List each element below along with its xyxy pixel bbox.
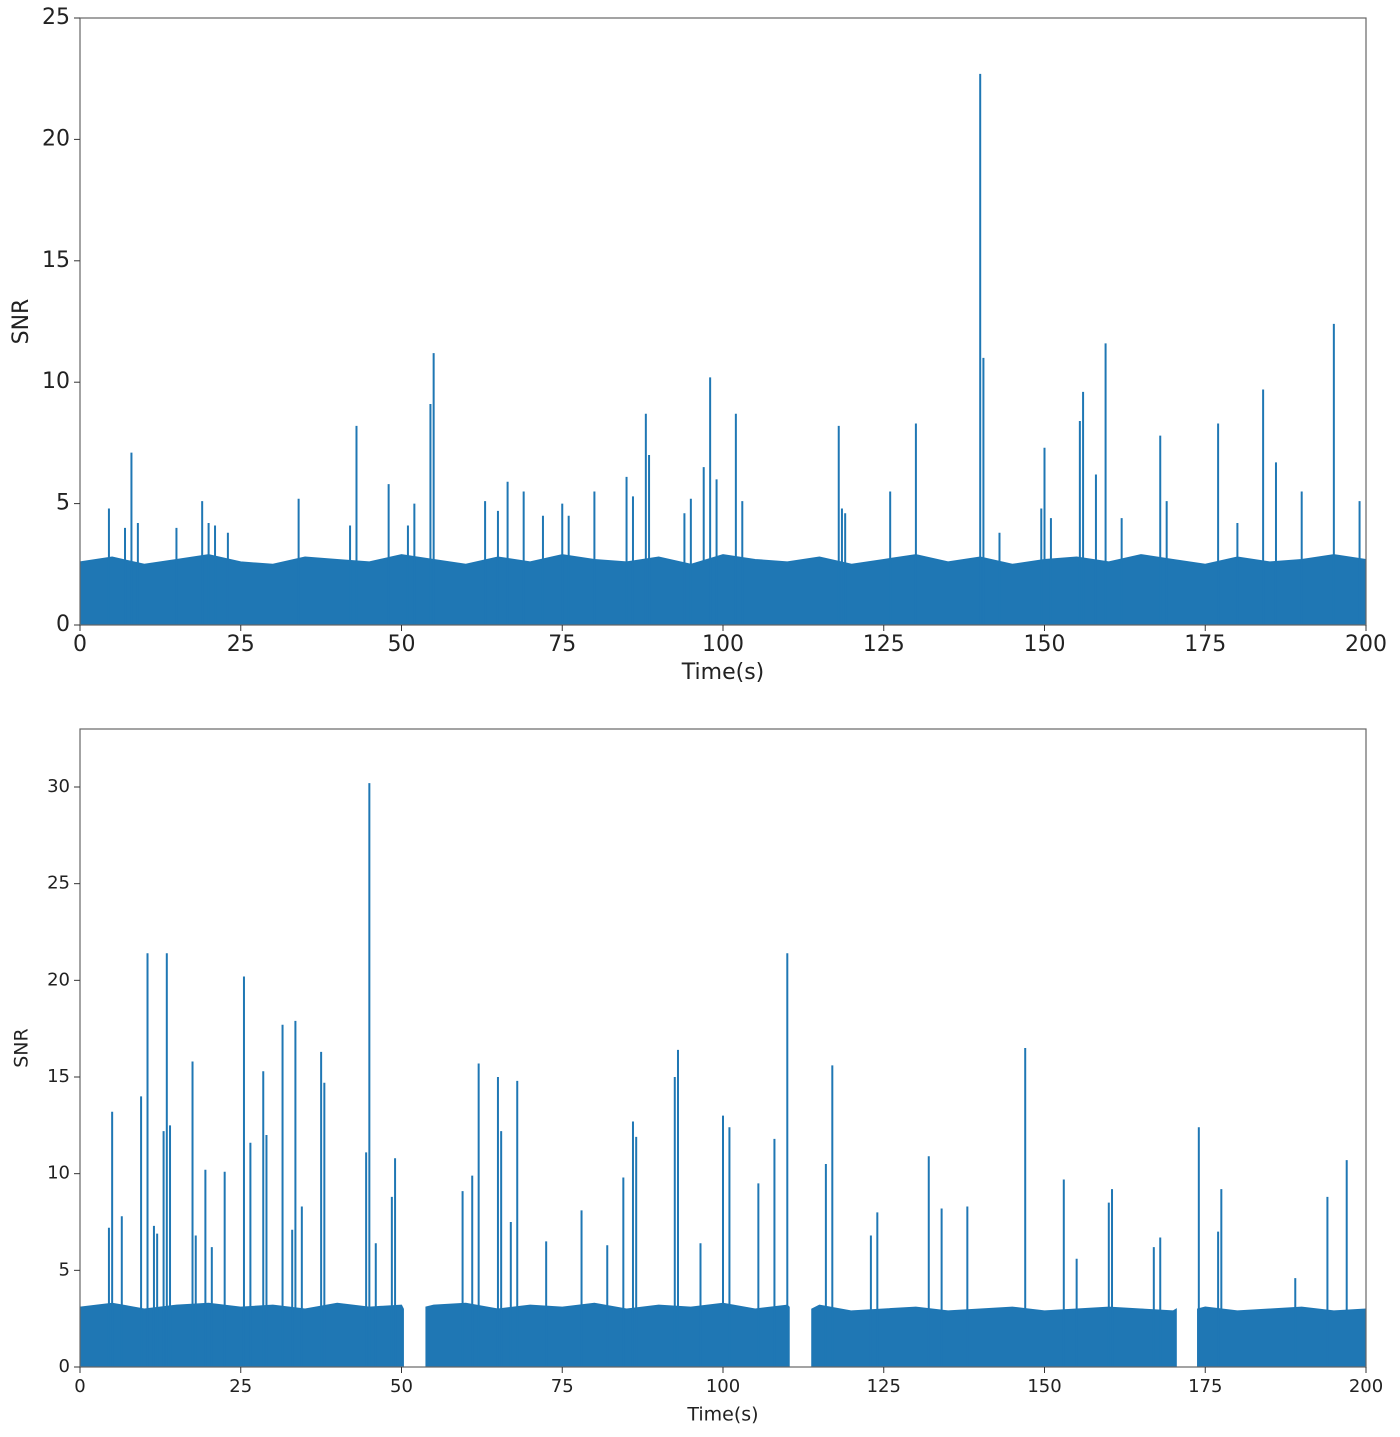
- y-axis-label: SNR: [9, 299, 34, 345]
- y-tick-label: 30: [47, 776, 70, 797]
- y-tick-label: 20: [42, 126, 70, 151]
- y-tick-label: 5: [59, 1259, 70, 1280]
- x-tick-label: 75: [551, 1376, 574, 1397]
- x-tick-label: 0: [73, 632, 87, 657]
- noise-area: [80, 1302, 404, 1367]
- x-axis-label: Time(s): [681, 660, 764, 685]
- x-tick-label: 50: [388, 632, 416, 657]
- noise-area: [80, 554, 1366, 625]
- y-tick-label: 25: [47, 873, 70, 894]
- y-tick-label: 20: [47, 969, 70, 990]
- x-tick-label: 100: [706, 1376, 740, 1397]
- x-tick-label: 200: [1345, 632, 1387, 657]
- x-tick-label: 125: [867, 1376, 901, 1397]
- y-tick-label: 0: [59, 1356, 70, 1377]
- x-tick-label: 100: [702, 632, 744, 657]
- x-tick-label: 25: [229, 1376, 252, 1397]
- y-tick-label: 15: [42, 248, 70, 273]
- y-tick-label: 15: [47, 1066, 70, 1087]
- x-tick-label: 25: [227, 632, 255, 657]
- x-tick-label: 175: [1188, 1376, 1222, 1397]
- x-tick-label: 175: [1184, 632, 1226, 657]
- x-tick-label: 50: [390, 1376, 413, 1397]
- y-tick-label: 0: [56, 612, 70, 637]
- x-tick-label: 200: [1349, 1376, 1383, 1397]
- y-tick-label: 10: [42, 369, 70, 394]
- noise-area: [811, 1304, 1177, 1367]
- subplot: 0 25 50 75 100 125 150 175 200 0 5 10 15 20 25 Time(s) S…: [9, 5, 1387, 685]
- x-tick-label: 125: [863, 632, 905, 657]
- x-tick-label: 75: [548, 632, 576, 657]
- axes-frame: [79, 17, 1367, 626]
- x-tick-label: 150: [1024, 632, 1066, 657]
- y-axis-label: SNR: [11, 1028, 33, 1067]
- x-tick-label: 0: [74, 1376, 85, 1397]
- x-axis-label: Time(s): [686, 1404, 758, 1426]
- plot-area: [80, 73, 1366, 625]
- subplot: 0 25 50 75 100 125 150 175 200 0 5 10 15 20 25 30 Time(s…: [11, 728, 1383, 1426]
- noise-area: [1197, 1306, 1366, 1367]
- y-tick-label: 10: [47, 1163, 70, 1184]
- y-tick-label: 5: [56, 491, 70, 516]
- x-tick-label: 150: [1027, 1376, 1061, 1397]
- y-tick-label: 25: [42, 5, 70, 30]
- plot-area: [80, 783, 1366, 1367]
